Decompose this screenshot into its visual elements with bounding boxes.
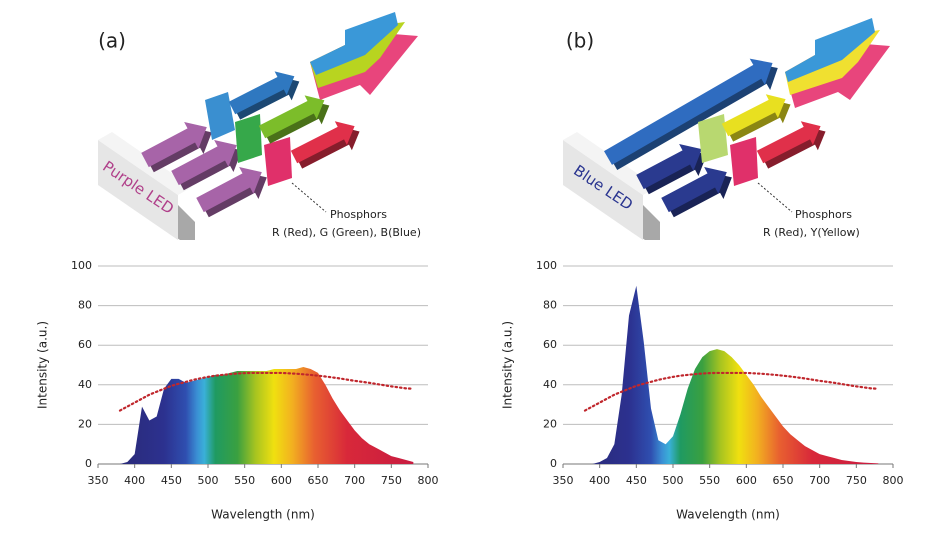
blue-arrow [604, 58, 778, 170]
leader-line [291, 182, 327, 213]
x-tick-label: 800 [418, 474, 439, 487]
x-tick-label: 550 [234, 474, 255, 487]
spectrum-area [585, 285, 879, 464]
blue-arrow [636, 143, 707, 195]
phosphor-red [264, 137, 292, 186]
phosphor-blue [205, 92, 235, 140]
arrow-face [721, 94, 786, 137]
x-tick-label: 750 [846, 474, 867, 487]
arrow-face [756, 121, 821, 164]
led-box [563, 140, 643, 240]
x-tick-label: 350 [88, 474, 109, 487]
x-tick-label: 600 [736, 474, 757, 487]
arrow-face [141, 121, 207, 168]
y-tick-label: 100 [71, 259, 92, 272]
leader-line [757, 182, 793, 213]
phosphor-list: R (Red), G (Green), B(Blue) [272, 226, 421, 239]
phosphors-label: Phosphors [795, 208, 852, 221]
x-tick-label: 400 [589, 474, 610, 487]
x-tick-label: 750 [381, 474, 402, 487]
x-tick-label: 450 [161, 474, 182, 487]
led-box [98, 140, 178, 240]
arrow-face [604, 58, 773, 165]
x-tick-label: 800 [883, 474, 904, 487]
y-tick-label: 80 [543, 299, 557, 312]
y-axis-label: Intensity (a.u.) [501, 321, 515, 409]
x-axis-label: Wavelength (nm) [211, 508, 315, 522]
x-tick-label: 400 [124, 474, 145, 487]
x-tick-label: 350 [553, 474, 574, 487]
phosphor-yellow [698, 114, 728, 163]
phosphor-red [730, 137, 758, 186]
y-tick-label: 80 [78, 299, 92, 312]
chart: 0 20 40 60 80 100 350 400 450 500 550 600 650 700 750 8… [501, 259, 904, 522]
arrow-face [290, 121, 355, 164]
y-tick-label: 40 [543, 378, 557, 391]
diagrams: Purple LED Blue LED [98, 12, 890, 240]
x-tick-label: 650 [773, 474, 794, 487]
output-blue [310, 12, 398, 75]
arrow-face [258, 95, 325, 139]
y-tick-label: 20 [78, 417, 92, 430]
x-tick-label: 700 [344, 474, 365, 487]
output-blue [785, 18, 875, 82]
x-tick-label: 550 [699, 474, 720, 487]
blue-arrow [661, 166, 732, 218]
yellow-arrow [721, 94, 791, 142]
x-tick-label: 700 [809, 474, 830, 487]
led-top [98, 132, 192, 195]
reference-curve [583, 371, 880, 412]
purple-arrow [171, 139, 242, 191]
y-tick-label: 40 [78, 378, 92, 391]
blue-arrow [228, 71, 300, 120]
red-arrow [756, 121, 826, 169]
arrow-face [196, 166, 262, 213]
spectrum-area [120, 366, 414, 464]
y-tick-label: 100 [536, 259, 557, 272]
y-axis-label: Intensity (a.u.) [36, 321, 50, 409]
led-top [563, 132, 657, 195]
phosphor-green [235, 114, 262, 163]
y-tick-label: 20 [543, 417, 557, 430]
y-tick-label: 0 [550, 457, 557, 470]
purple-arrow [196, 166, 267, 218]
panel-label: (b) [566, 29, 594, 53]
reference-curve [118, 371, 415, 412]
purple-arrow [141, 121, 212, 173]
x-tick-label: 600 [271, 474, 292, 487]
phosphors-label: Phosphors [330, 208, 387, 221]
x-tick-label: 650 [308, 474, 329, 487]
x-axis-label: Wavelength (nm) [676, 508, 780, 522]
arrow-face [636, 143, 702, 190]
phosphor-list: R (Red), Y(Yellow) [763, 226, 860, 239]
arrow-face [661, 166, 727, 213]
green-arrow [258, 95, 330, 144]
panel-label: (a) [98, 29, 126, 53]
x-tick-label: 500 [663, 474, 684, 487]
y-tick-label: 60 [543, 338, 557, 351]
y-tick-label: 60 [78, 338, 92, 351]
y-tick-label: 0 [85, 457, 92, 470]
arrow-face [228, 71, 295, 115]
x-tick-label: 450 [626, 474, 647, 487]
red-arrow [290, 121, 360, 169]
x-tick-label: 500 [198, 474, 219, 487]
chart: 0 20 40 60 80 100 350 400 450 500 550 600 650 700 750 8… [36, 259, 439, 522]
arrow-face [171, 139, 237, 186]
